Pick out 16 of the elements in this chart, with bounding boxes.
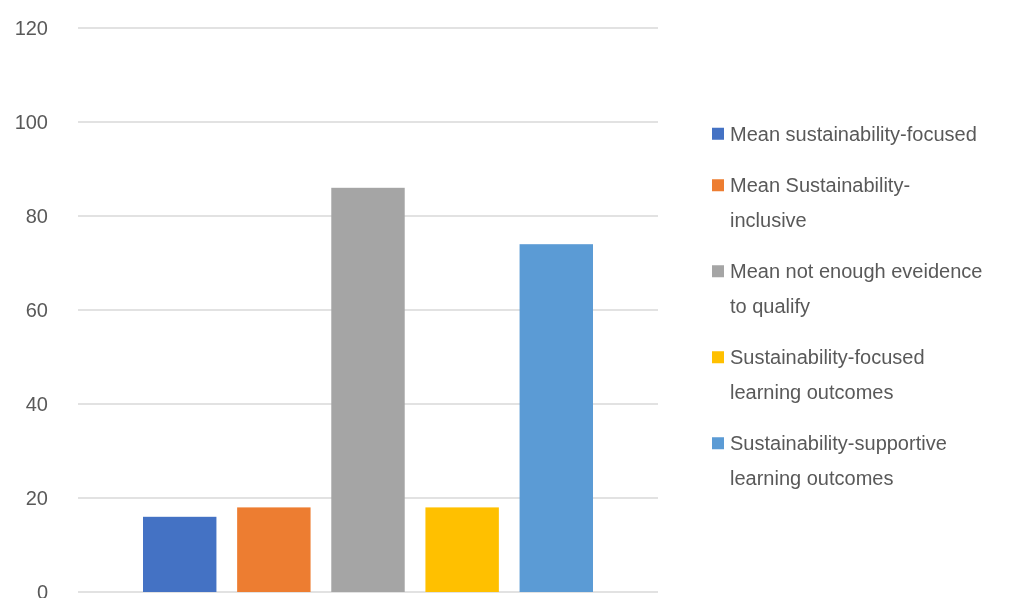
legend-label: Sustainability-focused learning outcomes [730, 346, 925, 403]
bar [425, 507, 499, 592]
y-tick-label: 80 [25, 205, 48, 227]
legend-label: Mean sustainability-focused [730, 122, 977, 145]
legend-label: Mean Sustainability-inclusive [730, 174, 911, 231]
legend-label: Sustainability-supportive learning outcomes [730, 432, 947, 489]
bar [143, 516, 217, 592]
y-tick-label: 120 [14, 17, 48, 39]
y-tick-label: 20 [25, 487, 48, 509]
bar [519, 244, 593, 592]
y-tick-label: 100 [14, 111, 48, 133]
y-tick-label: 40 [25, 393, 48, 415]
bar [331, 187, 405, 592]
y-tick-label: 60 [25, 299, 48, 321]
bar [237, 507, 311, 592]
legend-label: Mean not enough eveidence to qualify [730, 260, 983, 317]
